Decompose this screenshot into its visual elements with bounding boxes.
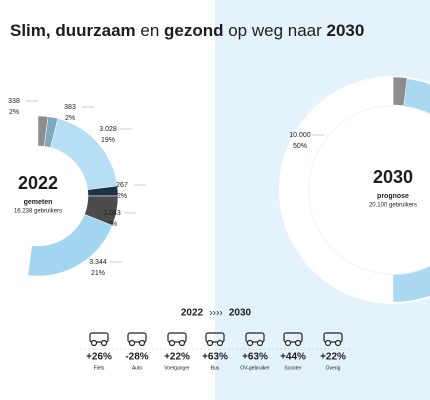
to-year: 2030 <box>229 308 252 319</box>
title-part: en <box>136 21 164 40</box>
percent-label: 2% <box>9 109 19 116</box>
center <box>309 106 430 274</box>
center-note: 20.100 gebruikers <box>369 203 417 209</box>
center-subtitle: prognose <box>377 193 409 200</box>
title-part: 2030 <box>327 21 365 40</box>
center-year: 2030 <box>373 167 413 187</box>
count-label: 1.043 <box>103 210 121 217</box>
center <box>0 147 87 245</box>
percent-label: 50% <box>293 143 307 150</box>
donut-segment <box>27 214 113 277</box>
icon-body <box>205 332 225 343</box>
percent-label: 19% <box>101 137 115 144</box>
percent-label: 6% <box>107 221 117 228</box>
icon-wheel <box>294 339 302 347</box>
icon-body <box>245 332 265 343</box>
mode-icon <box>127 332 147 347</box>
icon-body <box>89 332 109 343</box>
icon-wheel <box>334 339 342 347</box>
percent-label: 2% <box>65 115 75 122</box>
change-value: +63% <box>202 352 228 363</box>
icon-wheel <box>216 339 224 347</box>
change-value: +22% <box>320 352 346 363</box>
icon-body <box>167 332 187 343</box>
mode-icon <box>283 332 303 347</box>
mode-label: Fiets <box>94 365 105 371</box>
mode-label: OV-gebruiker <box>240 365 270 371</box>
icon-body <box>127 332 147 343</box>
ring-background <box>393 77 430 303</box>
donut-segment <box>279 76 394 304</box>
icon-wheel <box>138 339 146 347</box>
count-label: 10.000 <box>289 132 311 139</box>
mode-label: Auto <box>132 365 143 371</box>
center-note: 16.238 gebruikers <box>14 209 62 215</box>
percent-label: 2% <box>117 193 127 200</box>
mode-label: Scooter <box>284 365 302 371</box>
count-label: 338 <box>8 98 20 105</box>
icon-body <box>323 332 343 343</box>
count-label: 267 <box>116 182 128 189</box>
mode-icon <box>167 332 187 347</box>
change-value: +63% <box>242 352 268 363</box>
icon-wheel <box>178 339 186 347</box>
icon-wheel <box>168 339 176 347</box>
icon-wheel <box>206 339 214 347</box>
center-year: 2022 <box>18 173 58 193</box>
icon-wheel <box>246 339 254 347</box>
mode-label: Bus <box>211 365 220 371</box>
center-subtitle: gemeten <box>24 199 53 206</box>
from-year: 2022 <box>181 308 204 319</box>
change-value: +44% <box>280 352 306 363</box>
arrows: ›››› <box>209 308 222 319</box>
icon-body <box>283 332 303 343</box>
title-part: Slim, duurzaam <box>10 21 136 40</box>
icon-wheel <box>90 339 98 347</box>
change-value: +22% <box>164 352 190 363</box>
count-label: 3.344 <box>89 259 107 266</box>
mode-label: Overig <box>326 365 341 371</box>
title-part: gezond <box>164 21 224 40</box>
change-value: +26% <box>86 352 112 363</box>
mode-icon <box>205 332 225 347</box>
icon-wheel <box>128 339 136 347</box>
icon-wheel <box>324 339 332 347</box>
count-label: 383 <box>64 104 76 111</box>
icon-wheel <box>256 339 264 347</box>
count-label: 3.028 <box>99 126 117 133</box>
mode-icon <box>245 332 265 347</box>
percent-label: 21% <box>91 270 105 277</box>
donut-segment <box>392 76 408 106</box>
title: Slim, duurzaam en gezond op weg naar 203… <box>10 21 364 40</box>
mode-icon <box>89 332 109 347</box>
mode-label: Voetganger <box>164 365 190 371</box>
icon-wheel <box>100 339 108 347</box>
title-part: op weg naar <box>224 21 327 40</box>
mode-icon <box>323 332 343 347</box>
change-value: -28% <box>125 352 148 363</box>
icon-wheel <box>284 339 292 347</box>
